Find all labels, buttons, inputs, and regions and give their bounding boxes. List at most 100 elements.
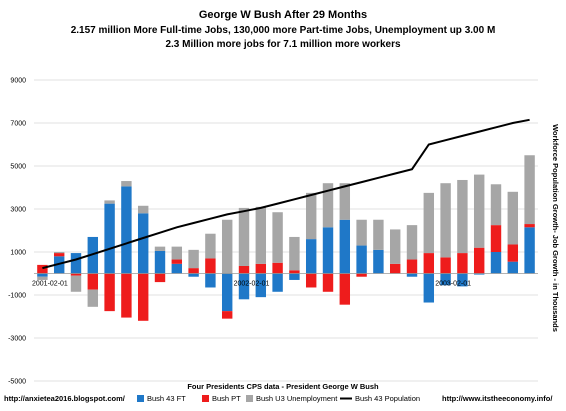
bar-part-time bbox=[121, 273, 132, 318]
bar-part-time bbox=[137, 273, 149, 321]
bar-full-time bbox=[53, 256, 65, 274]
bar-full-time bbox=[221, 273, 233, 312]
bar-full-time bbox=[104, 203, 115, 274]
bar-unemployment bbox=[524, 155, 535, 225]
bar-unemployment bbox=[339, 183, 351, 220]
y-tick-label: 3000 bbox=[10, 207, 26, 214]
bar-unemployment bbox=[104, 200, 115, 204]
legend-swatch-u3 bbox=[246, 395, 253, 402]
bar-part-time bbox=[406, 259, 418, 274]
bar-full-time bbox=[473, 273, 485, 275]
chart-subtitle-2: 2.3 Million more jobs for 7.1 million mo… bbox=[165, 39, 400, 50]
bar-part-time bbox=[238, 265, 250, 274]
legend-label-ft: Bush 43 FT bbox=[147, 394, 186, 403]
bar-unemployment bbox=[289, 236, 300, 271]
x-tick-label: 2003-02-01 bbox=[435, 281, 471, 288]
bar-part-time bbox=[305, 273, 317, 288]
bar-full-time bbox=[490, 252, 502, 274]
y-tick-label: -1000 bbox=[8, 293, 26, 300]
legend-swatch-pt bbox=[202, 395, 209, 402]
bar-part-time bbox=[221, 311, 233, 319]
bar-unemployment bbox=[423, 192, 435, 254]
footer-right-url: http://www.itstheeconomy.info/ bbox=[442, 394, 553, 403]
bar-full-time bbox=[339, 219, 351, 274]
bar-part-time bbox=[440, 257, 451, 274]
bar-part-time bbox=[507, 244, 519, 262]
footer-source: Four Presidents CPS data - President Geo… bbox=[187, 382, 379, 391]
bar-part-time bbox=[37, 264, 48, 274]
bar-full-time bbox=[70, 253, 82, 274]
y-tick-label: 7000 bbox=[10, 121, 26, 128]
bar-part-time bbox=[524, 224, 535, 228]
x-tick-label: 2001-02-01 bbox=[32, 281, 68, 288]
x-axis-ticks: 2001-02-01 2002-02-01 2003-02-01 bbox=[32, 281, 471, 288]
bar-unemployment bbox=[137, 205, 149, 214]
bar-unemployment bbox=[87, 289, 99, 307]
bar-full-time bbox=[255, 273, 267, 298]
bar-unemployment bbox=[121, 181, 132, 187]
bar-unemployment bbox=[389, 229, 401, 264]
bar-full-time bbox=[305, 239, 317, 274]
bar-part-time bbox=[171, 259, 183, 264]
bar-unemployment bbox=[490, 184, 502, 226]
bar-part-time bbox=[87, 273, 99, 290]
bar-part-time bbox=[53, 253, 65, 257]
bar-full-time bbox=[137, 213, 149, 274]
bar-part-time bbox=[473, 247, 485, 274]
bar-part-time bbox=[457, 253, 468, 274]
bar-unemployment bbox=[221, 219, 233, 274]
bar-full-time bbox=[188, 273, 199, 277]
y-tick-label: 9000 bbox=[10, 78, 26, 85]
bar-part-time bbox=[490, 225, 502, 252]
bar-full-time bbox=[238, 273, 250, 300]
bar-full-time bbox=[205, 273, 216, 288]
bar-part-time bbox=[322, 273, 334, 292]
bar-unemployment bbox=[37, 276, 48, 280]
x-tick-label: 2002-02-01 bbox=[234, 281, 270, 288]
bar-full-time bbox=[37, 273, 48, 277]
legend: http://anxietea2016.blogspot.com/ Bush 4… bbox=[4, 394, 553, 403]
bar-unemployment bbox=[205, 233, 216, 259]
bar-full-time bbox=[524, 227, 535, 274]
bars bbox=[37, 155, 535, 321]
y-tick-label: -3000 bbox=[8, 336, 26, 343]
bar-part-time bbox=[289, 270, 300, 274]
bar-unemployment bbox=[305, 192, 317, 240]
legend-label-u3: Bush U3 Unemployment bbox=[256, 394, 338, 403]
bar-part-time bbox=[272, 262, 283, 274]
bar-full-time bbox=[440, 273, 451, 286]
bar-full-time bbox=[457, 273, 468, 287]
bar-unemployment bbox=[406, 225, 418, 260]
bar-full-time bbox=[507, 261, 519, 274]
bar-unemployment bbox=[154, 246, 166, 251]
bar-full-time bbox=[406, 273, 418, 277]
bar-unemployment bbox=[356, 219, 367, 246]
bar-part-time bbox=[154, 273, 166, 283]
y-axis-label: Workforce Population Growth- Job Growth … bbox=[551, 124, 560, 332]
y-tick-label: 1000 bbox=[10, 250, 26, 257]
bar-part-time bbox=[339, 273, 351, 305]
y-tick-label: 5000 bbox=[10, 164, 26, 171]
bar-part-time bbox=[104, 273, 115, 312]
bar-full-time bbox=[171, 263, 183, 274]
bar-unemployment bbox=[53, 252, 65, 254]
bar-full-time bbox=[356, 245, 367, 274]
bar-part-time bbox=[188, 268, 199, 274]
footer-left-url: http://anxietea2016.blogspot.com/ bbox=[4, 394, 126, 403]
bar-unemployment bbox=[70, 275, 82, 292]
legend-label-pt: Bush PT bbox=[212, 394, 241, 403]
bar-unemployment bbox=[272, 212, 283, 263]
bar-unemployment bbox=[171, 246, 183, 260]
y-tick-label: -5000 bbox=[8, 379, 26, 386]
bar-unemployment bbox=[373, 219, 384, 250]
bar-unemployment bbox=[188, 249, 199, 269]
legend-label-pop: Bush 43 Population bbox=[355, 394, 420, 403]
bar-part-time bbox=[389, 263, 401, 274]
gridlines bbox=[34, 79, 538, 382]
bar-unemployment bbox=[440, 183, 451, 258]
bar-full-time bbox=[121, 186, 132, 274]
bar-unemployment bbox=[473, 174, 485, 248]
bar-part-time bbox=[70, 273, 82, 276]
chart-subtitle-1: 2.157 million More Full-time Jobs, 130,0… bbox=[71, 25, 496, 36]
bar-part-time bbox=[205, 258, 216, 274]
